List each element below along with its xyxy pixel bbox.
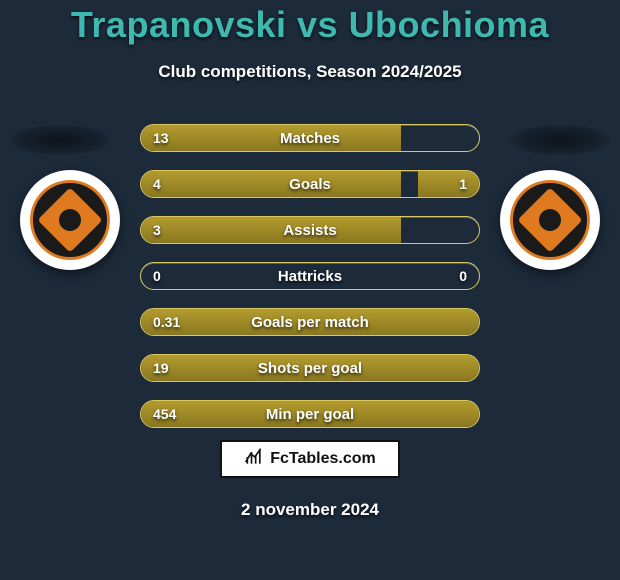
page-subtitle: Club competitions, Season 2024/2025 — [0, 62, 620, 82]
stat-row: 13Matches — [140, 124, 480, 152]
stat-row: 454Min per goal — [140, 400, 480, 428]
comparison-infographic: Trapanovski vs Ubochioma Club competitio… — [0, 0, 620, 580]
stat-row: 41Goals — [140, 170, 480, 198]
stat-row: 3Assists — [140, 216, 480, 244]
club-emblem-icon — [30, 180, 110, 260]
stat-value-right: 0 — [459, 263, 467, 289]
stat-fill-left — [141, 309, 479, 335]
stat-value-left: 0 — [153, 263, 161, 289]
stat-fill-left — [141, 401, 479, 427]
club-emblem-icon — [510, 180, 590, 260]
stat-row: 0.31Goals per match — [140, 308, 480, 336]
stat-fill-left — [141, 171, 401, 197]
stat-fill-left — [141, 217, 401, 243]
stat-fill-left — [141, 355, 479, 381]
brand-watermark: FcTables.com — [220, 440, 400, 478]
page-title: Trapanovski vs Ubochioma — [0, 4, 620, 46]
brand-label: FcTables.com — [270, 450, 376, 468]
stat-bars: 13Matches 41Goals 3Assists 0 0Hattricks 0.31G… — [140, 124, 480, 446]
shadow-ellipse-left — [10, 125, 110, 155]
club-badge-right — [500, 170, 600, 270]
stat-fill-left — [141, 125, 401, 151]
stat-row: 19Shots per goal — [140, 354, 480, 382]
date-label: 2 november 2024 — [0, 500, 620, 520]
shadow-ellipse-right — [510, 125, 610, 155]
stat-label: Hattricks — [141, 263, 479, 289]
stat-fill-right — [418, 171, 479, 197]
bar-chart-icon — [244, 447, 264, 472]
stat-row: 0 0Hattricks — [140, 262, 480, 290]
club-badge-left — [20, 170, 120, 270]
